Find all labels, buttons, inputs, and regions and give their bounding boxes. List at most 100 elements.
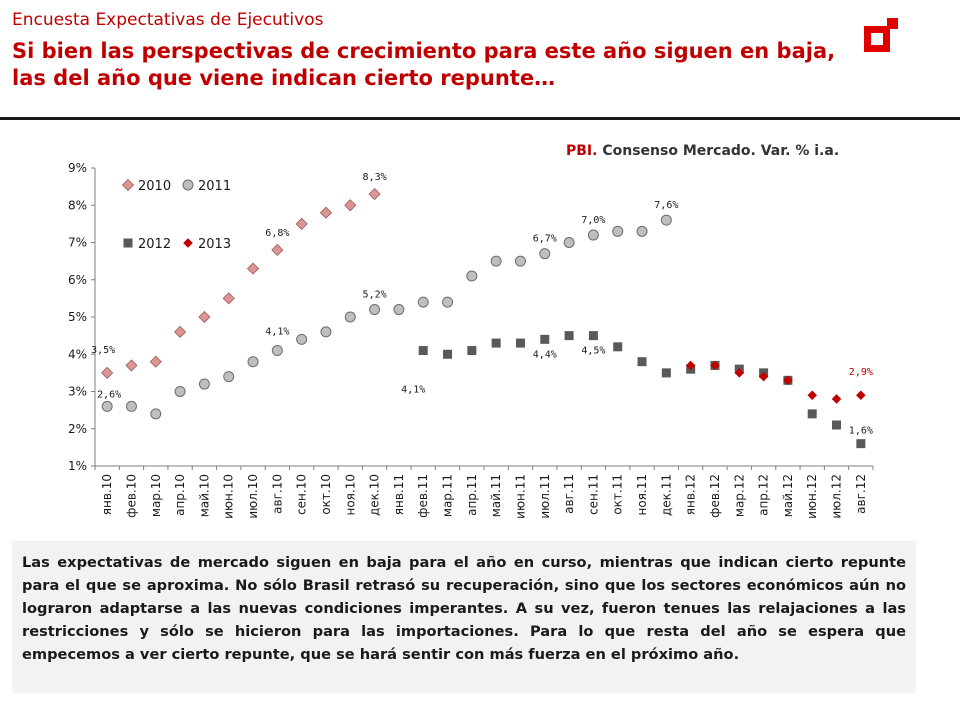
x-tick-label: фев.11 — [416, 474, 430, 518]
data-point-2011 — [344, 311, 356, 323]
data-point-2011 — [587, 229, 599, 241]
y-tick-label: 1% — [68, 459, 87, 473]
data-point-2011 — [466, 270, 478, 282]
data-point-2011 — [393, 304, 405, 316]
x-tick-label: апр.10 — [173, 474, 187, 516]
data-point-2013 — [734, 368, 745, 378]
x-tick-label: мар.10 — [149, 474, 163, 517]
x-tick-label: сен.10 — [295, 474, 309, 515]
data-point-2011 — [101, 400, 113, 412]
data-point-2013 — [710, 360, 720, 371]
data-point-2012 — [491, 338, 501, 348]
data-label-2010: 3,5% — [91, 345, 115, 356]
x-tick-label: июл.10 — [246, 474, 260, 519]
data-point-2012 — [637, 357, 647, 367]
data-label-2011: 6,7% — [533, 234, 557, 245]
y-tick-label: 6% — [68, 273, 87, 287]
legend-label-2013: 2013 — [198, 237, 231, 252]
x-tick-label: июн.12 — [805, 474, 819, 519]
data-point-2010 — [344, 199, 357, 212]
data-point-2012 — [588, 331, 598, 341]
x-tick-label: апр.11 — [465, 474, 479, 516]
data-point-2012 — [832, 420, 842, 430]
page-subtitle: Encuesta Expectativas de Ejecutivos — [12, 10, 324, 30]
x-tick-label: авг.11 — [562, 474, 576, 514]
data-point-2012 — [515, 338, 525, 348]
y-tick-label: 9% — [68, 161, 87, 175]
data-point-2010 — [319, 206, 333, 219]
x-tick-label: ноя.10 — [343, 474, 357, 516]
data-point-2011 — [369, 304, 381, 316]
data-point-2010 — [271, 243, 284, 257]
data-point-2012 — [540, 334, 550, 344]
page-title: Si bien las perspectivas de crecimiento … — [12, 39, 836, 90]
data-point-2011 — [125, 400, 137, 412]
data-point-2011 — [442, 296, 454, 308]
header-divider — [0, 117, 960, 120]
data-point-2012 — [443, 349, 453, 359]
data-point-2010 — [149, 355, 162, 368]
data-point-2013 — [831, 394, 842, 404]
data-point-2010 — [222, 292, 235, 305]
data-label-2011: 4,1% — [265, 327, 289, 338]
data-point-2011 — [271, 345, 283, 357]
y-tick-label: 4% — [68, 347, 87, 361]
data-label-2012: 4,4% — [533, 349, 557, 360]
data-point-2011 — [174, 386, 186, 397]
commentary-text: Las expectativas de mercado siguen en ba… — [22, 554, 906, 663]
data-point-2011 — [636, 225, 648, 237]
data-point-2011 — [417, 296, 429, 308]
legend-label-2010: 2010 — [138, 179, 171, 194]
x-tick-label: окт.10 — [319, 474, 333, 515]
x-tick-label: ноя.11 — [635, 474, 649, 516]
data-point-2012 — [613, 342, 623, 352]
x-tick-label: июн.11 — [513, 474, 527, 519]
data-point-2013 — [758, 371, 769, 382]
data-point-2012 — [418, 346, 428, 356]
x-tick-label: авг.12 — [854, 474, 868, 514]
commentary-box: Las expectativas de mercado siguen en ba… — [12, 541, 916, 693]
legend-marker-2012 — [123, 238, 133, 248]
data-point-2011 — [296, 333, 308, 345]
data-point-2012 — [856, 439, 866, 449]
x-tick-label: июн.10 — [222, 474, 236, 519]
y-tick-label: 8% — [68, 198, 87, 212]
x-tick-label: фев.12 — [708, 474, 722, 518]
x-tick-label: дек.11 — [659, 474, 673, 516]
data-point-2012 — [564, 331, 574, 341]
data-label-2013: 2,9% — [849, 367, 873, 378]
data-point-2011 — [247, 356, 259, 368]
chart-title: PBI. Consenso Mercado. Var. % i.a. — [566, 143, 839, 159]
data-point-2010 — [174, 325, 187, 338]
data-point-2011 — [198, 378, 210, 390]
data-point-2010 — [101, 366, 114, 379]
legend-label-2011: 2011 — [198, 179, 231, 194]
y-tick-label: 7% — [68, 236, 87, 250]
chart-title-accent: PBI. — [566, 143, 598, 159]
data-label-2010: 8,3% — [363, 172, 387, 183]
data-point-2010 — [246, 262, 260, 275]
data-label-2011: 7,6% — [654, 200, 678, 211]
x-tick-label: май.12 — [781, 474, 795, 517]
x-tick-label: окт.11 — [611, 474, 625, 515]
x-tick-label: авг.10 — [270, 474, 284, 514]
data-point-2010 — [368, 188, 381, 201]
x-tick-label: янв.11 — [392, 474, 406, 515]
legend-marker-2010 — [121, 178, 135, 192]
x-tick-label: фев.10 — [124, 474, 138, 518]
logo-icon — [864, 18, 898, 52]
x-tick-label: июл.11 — [538, 474, 552, 519]
legend-marker-2013 — [183, 238, 193, 248]
data-point-2011 — [563, 237, 575, 248]
data-label-2012: 1,6% — [849, 426, 873, 437]
data-label-2010: 6,8% — [265, 228, 289, 239]
x-tick-label: апр.12 — [757, 474, 771, 516]
x-tick-label: янв.12 — [684, 474, 698, 515]
data-point-2011 — [320, 326, 332, 338]
chart-title-text: Consenso Mercado. Var. % i.a. — [597, 143, 840, 159]
data-point-2013 — [807, 390, 817, 400]
legend-marker-2011 — [182, 179, 194, 191]
y-tick-label: 2% — [68, 422, 87, 436]
data-point-2011 — [612, 225, 624, 237]
data-point-2013 — [856, 390, 866, 400]
